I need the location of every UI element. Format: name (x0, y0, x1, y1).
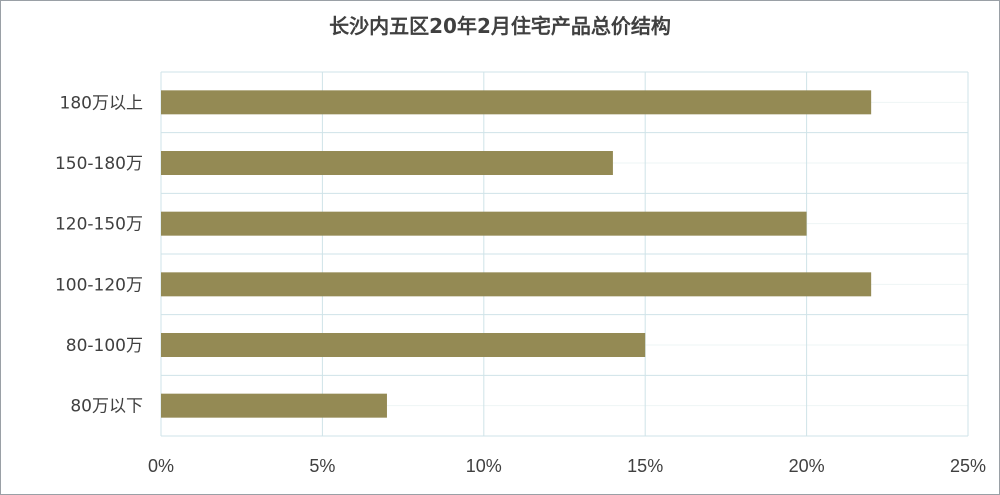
bar (161, 333, 646, 357)
chart-title: 长沙内五区20年2月住宅产品总价结构 (329, 14, 671, 38)
category-label: 100-120万 (55, 275, 143, 295)
x-tick-label: 10% (466, 456, 502, 476)
x-tick-label: 0% (148, 456, 174, 476)
bar (161, 90, 872, 115)
gridlines (160, 71, 969, 437)
x-tick-label: 15% (627, 456, 663, 476)
bar (161, 151, 613, 175)
x-tick-label: 20% (789, 456, 825, 476)
category-label: 180万以上 (60, 93, 143, 113)
category-label: 80-100万 (66, 336, 143, 356)
bar (161, 393, 387, 418)
x-tick-label: 25% (950, 456, 986, 476)
bar (161, 272, 872, 297)
category-label: 150-180万 (55, 154, 143, 174)
bars (161, 90, 872, 418)
category-label: 80万以下 (70, 397, 143, 417)
category-labels: 180万以上 150-180万 120-150万 100-120万 80-100万 80万… (55, 93, 143, 416)
x-tick-labels: 0% 5% 10% 15% 20% 25% (148, 456, 986, 476)
x-tick-label: 5% (309, 456, 335, 476)
bar (161, 211, 807, 236)
category-label: 120-150万 (55, 215, 143, 235)
